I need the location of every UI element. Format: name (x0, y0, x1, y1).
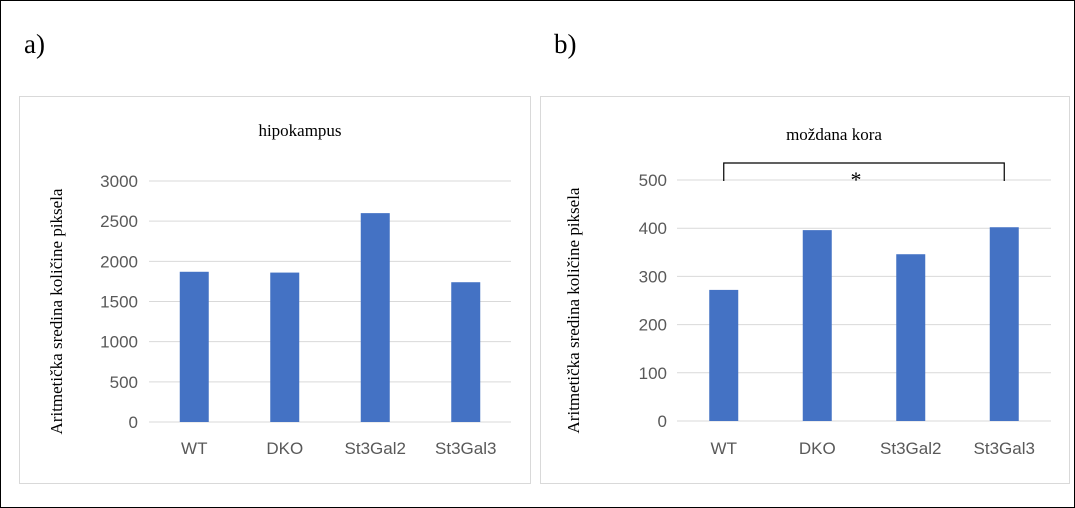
x-tick-label: DKO (799, 439, 836, 458)
y-tick-label: 0 (129, 413, 138, 432)
y-tick-label: 3000 (100, 172, 138, 191)
significance-bracket (723, 162, 1005, 181)
bar-st3gal2 (896, 254, 926, 421)
y-tick-label: 500 (110, 373, 138, 392)
chart-mozdana-kora: 0 100 200 300 400 500 WT DKO St3Gal2 St3Gal3 možda… (540, 96, 1070, 484)
bar-dko (270, 272, 300, 422)
chart-title: moždana kora (786, 125, 882, 144)
x-tick-label: WT (711, 439, 737, 458)
bar-wt (709, 289, 739, 421)
x-tick-label: St3Gal3 (974, 439, 1035, 458)
y-tick-label: 1500 (100, 293, 138, 312)
y-axis-label: Aritmetička sredina količine piksela (47, 188, 66, 434)
chart-title: hipokampus (258, 121, 341, 140)
y-tick-label: 200 (639, 316, 667, 335)
y-tick-label: 2000 (100, 252, 138, 271)
x-tick-label: WT (181, 439, 207, 458)
x-tick-label: St3Gal3 (435, 439, 496, 458)
y-tick-label: 0 (658, 412, 667, 431)
x-tick-label: DKO (266, 439, 303, 458)
y-tick-label: 400 (639, 219, 667, 238)
y-tick-label: 100 (639, 364, 667, 383)
y-tick-label: 300 (639, 267, 667, 286)
y-axis-label: Aritmetička sredina količine piksela (564, 187, 583, 433)
bar-st3gal3 (451, 282, 481, 422)
bar-st3gal2 (360, 213, 390, 422)
bar-st3gal3 (989, 227, 1019, 421)
bar-dko (802, 230, 832, 421)
y-tick-label: 2500 (100, 212, 138, 231)
chart-hipokampus-svg: 0 500 1000 1500 2000 2500 3000 WT DKO St3Gal2 St3G… (47, 121, 511, 458)
chart-mozdana-kora-svg: 0 100 200 300 400 500 WT DKO St3Gal2 St3Gal3 možda… (564, 125, 1051, 458)
bar-wt (179, 271, 209, 422)
x-tick-label: St3Gal2 (880, 439, 941, 458)
panel-label-a: a) (24, 29, 45, 59)
chart-hipokampus: 0 500 1000 1500 2000 2500 3000 WT DKO St3Gal2 St3G… (19, 96, 531, 484)
significance-star: * (851, 167, 862, 192)
y-tick-label: 1000 (100, 333, 138, 352)
x-tick-label: St3Gal2 (345, 439, 406, 458)
panel-label-b: b) (554, 29, 577, 59)
y-tick-label: 500 (639, 171, 667, 190)
